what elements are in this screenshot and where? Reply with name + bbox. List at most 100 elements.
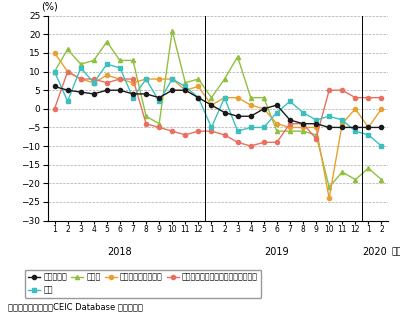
Text: （年月）: （年月） — [391, 247, 400, 256]
食品 — [196, 96, 201, 100]
鉱工業生産 — [301, 122, 306, 126]
食品 — [118, 66, 122, 70]
コークス、石油製品 — [183, 88, 188, 92]
鉱工業生産 — [170, 88, 175, 92]
自動車 — [183, 81, 188, 85]
食品 — [248, 126, 253, 129]
コンピュータ、電子・光学関連製品 — [261, 140, 266, 144]
鉱工業生産 — [130, 92, 135, 96]
コークス、石油製品 — [301, 126, 306, 129]
コンピュータ、電子・光学関連製品 — [288, 122, 292, 126]
食品 — [91, 81, 96, 85]
鉱工業生産 — [118, 88, 122, 92]
食品 — [235, 129, 240, 133]
自動車 — [104, 40, 109, 44]
Text: 2018: 2018 — [108, 247, 132, 257]
食品 — [144, 77, 148, 81]
コークス、石油製品 — [353, 107, 358, 111]
コークス、石油製品 — [78, 77, 83, 81]
自動車 — [196, 77, 201, 81]
コークス、石油製品 — [157, 77, 162, 81]
鉱工業生産 — [314, 122, 318, 126]
自動車 — [261, 96, 266, 100]
鉱工業生産 — [196, 96, 201, 100]
自動車 — [130, 59, 135, 62]
コークス、石油製品 — [144, 77, 148, 81]
コンピュータ、電子・光学関連製品 — [118, 77, 122, 81]
食品 — [340, 118, 345, 122]
コンピュータ、電子・光学関連製品 — [274, 140, 279, 144]
コンピュータ、電子・光学関連製品 — [366, 96, 371, 100]
コンピュータ、電子・光学関連製品 — [183, 133, 188, 137]
コンピュータ、電子・光学関連製品 — [196, 129, 201, 133]
コンピュータ、電子・光学関連製品 — [65, 70, 70, 73]
食品 — [314, 118, 318, 122]
コークス、石油製品 — [379, 107, 384, 111]
自動車 — [78, 62, 83, 66]
Legend: 鉱工業生産, 食品, 自動車, コークス、石油製品, コンピュータ、電子・光学関連製品: 鉱工業生産, 食品, 自動車, コークス、石油製品, コンピュータ、電子・光学関… — [25, 270, 261, 298]
コンピュータ、電子・光学関連製品 — [248, 144, 253, 148]
Line: コンピュータ、電子・光学関連製品: コンピュータ、電子・光学関連製品 — [52, 70, 384, 148]
コンピュータ、電子・光学関連製品 — [235, 140, 240, 144]
食品 — [301, 111, 306, 114]
食品 — [366, 133, 371, 137]
食品 — [130, 96, 135, 100]
Line: 自動車: 自動車 — [52, 29, 384, 189]
自動車 — [91, 59, 96, 62]
食品 — [157, 100, 162, 103]
自動車 — [209, 96, 214, 100]
自動車 — [353, 178, 358, 181]
自動車 — [340, 170, 345, 174]
鉱工業生産 — [157, 96, 162, 100]
自動車 — [118, 59, 122, 62]
Line: 鉱工業生産: 鉱工業生産 — [52, 84, 384, 129]
食品 — [170, 77, 175, 81]
自動車 — [301, 129, 306, 133]
鉱工業生産 — [379, 126, 384, 129]
鉱工業生産 — [327, 126, 332, 129]
Line: コークス、石油製品: コークス、石油製品 — [52, 51, 384, 200]
コークス、石油製品 — [118, 77, 122, 81]
コンピュータ、電子・光学関連製品 — [340, 88, 345, 92]
食品 — [183, 85, 188, 89]
鉱工業生産 — [366, 126, 371, 129]
自動車 — [157, 122, 162, 126]
食品 — [222, 96, 227, 100]
食品 — [261, 126, 266, 129]
コークス、石油製品 — [196, 85, 201, 89]
コンピュータ、電子・光学関連製品 — [157, 126, 162, 129]
コークス、石油製品 — [52, 51, 57, 55]
食品 — [52, 70, 57, 73]
自動車 — [314, 133, 318, 137]
自動車 — [52, 70, 57, 73]
鉱工業生産 — [274, 103, 279, 107]
食品 — [327, 114, 332, 118]
自動車 — [327, 185, 332, 189]
コンピュータ、電子・光学関連製品 — [130, 77, 135, 81]
鉱工業生産 — [340, 126, 345, 129]
コークス、石油製品 — [130, 81, 135, 85]
鉱工業生産 — [248, 114, 253, 118]
コンピュータ、電子・光学関連製品 — [78, 77, 83, 81]
自動車 — [274, 129, 279, 133]
食品 — [274, 111, 279, 114]
コークス、石油製品 — [104, 73, 109, 77]
鉱工業生産 — [52, 85, 57, 89]
コンピュータ、電子・光学関連製品 — [379, 96, 384, 100]
食品 — [353, 129, 358, 133]
食品 — [379, 144, 384, 148]
コークス、石油製品 — [327, 196, 332, 200]
コークス、石油製品 — [314, 126, 318, 129]
鉱工業生産 — [288, 118, 292, 122]
鉱工業生産 — [353, 126, 358, 129]
Text: 2020: 2020 — [362, 247, 386, 257]
鉱工業生産 — [78, 90, 83, 94]
コークス、石油製品 — [366, 126, 371, 129]
鉱工業生産 — [144, 92, 148, 96]
鉱工業生産 — [183, 88, 188, 92]
コンピュータ、電子・光学関連製品 — [52, 107, 57, 111]
コークス、石油製品 — [235, 96, 240, 100]
Text: 2019: 2019 — [264, 247, 289, 257]
コンピュータ、電子・光学関連製品 — [209, 129, 214, 133]
食品 — [65, 100, 70, 103]
